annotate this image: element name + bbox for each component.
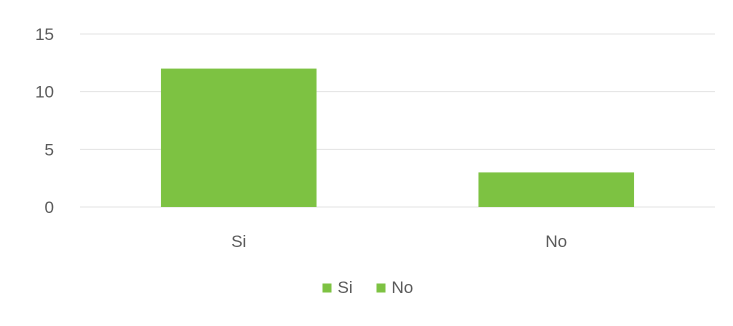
x-axis-category-labels: Si No [231,232,567,251]
legend-label-si: Si [338,278,353,297]
legend-swatch-si [322,283,332,293]
y-axis-tick-labels: 0 5 10 15 [35,25,54,217]
x-category-label-no: No [545,232,567,251]
legend-swatch-no [376,283,386,293]
bar-no [478,172,635,207]
x-category-label-si: Si [231,232,246,251]
y-tick-label-0: 0 [45,198,54,217]
legend-label-no: No [392,278,414,297]
bar-si [160,68,317,207]
bars [160,68,635,207]
y-tick-label-5: 5 [45,140,54,159]
y-tick-label-15: 15 [35,25,54,44]
y-tick-label-10: 10 [35,83,54,102]
legend: Si No [322,278,414,297]
